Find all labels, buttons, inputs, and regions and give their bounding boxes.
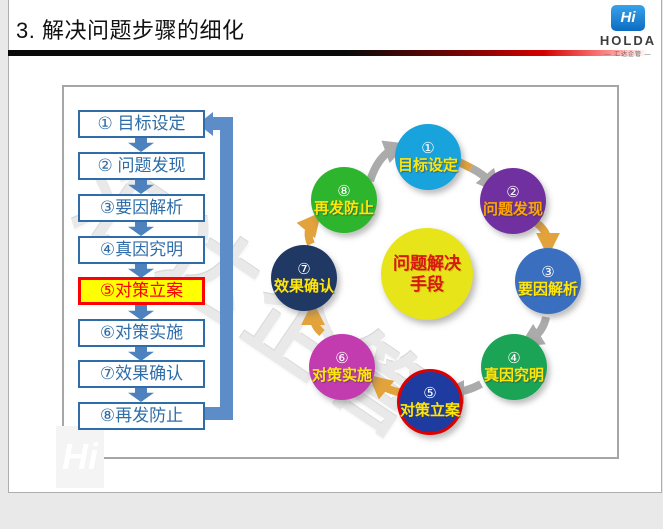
holda-logo-icon: Hi [611,5,645,31]
company-logo: Hi HOLDA — 汇达企管 — [594,5,662,58]
node-number: ⑧ [337,182,351,200]
node-number: ③ [541,263,555,281]
node-number: ④ [507,349,521,367]
corner-logo-watermark: Hi [56,426,104,488]
node-number: ⑦ [297,260,311,278]
node-label: 目标设定 [397,156,458,174]
step-box-6: ⑥对策实施 [78,319,205,347]
cycle-node-2: ② 问题发现 [480,168,546,234]
page-title: 3. 解决问题步骤的细化 [16,18,245,43]
node-number: ⑥ [335,349,349,367]
node-label: 对策立案 [400,401,461,419]
corner-logo-glyph: Hi [62,436,98,477]
step-box-5-highlighted: ⑤对策立案 [78,277,205,305]
step-box-2: ② 问题发现 [78,152,205,180]
diagram-border-frame [62,85,619,459]
cycle-node-8: ⑧ 再发防止 [311,167,377,233]
title-accent-bar [8,50,661,56]
cycle-node-3: ③ 要因解析 [515,248,581,314]
node-number: ② [506,183,520,201]
node-label: 再发防止 [313,199,374,217]
center-label-line2: 手段 [410,275,444,294]
feedback-loop-arrow [220,117,233,420]
cycle-node-5-highlighted: ⑤ 对策立案 [397,369,463,435]
step-box-4: ④真因究明 [78,236,205,264]
node-label: 真因究明 [483,366,544,384]
cycle-node-6: ⑥ 对策实施 [309,334,375,400]
step-box-8: ⑧再发防止 [78,402,205,430]
center-label-line1: 问题解决 [393,254,461,273]
logo-name: HOLDA [599,33,657,48]
cycle-center-circle: 问题解决 手段 [381,228,473,320]
feedback-loop-arrow [205,407,233,420]
cycle-node-4: ④ 真因究明 [481,334,547,400]
step-box-7: ⑦效果确认 [78,360,205,388]
node-label: 要因解析 [517,280,578,298]
step-box-1: ① 目标设定 [78,110,205,138]
feedback-loop-arrow [212,117,233,130]
step-box-3: ③要因解析 [78,194,205,222]
logo-tagline: — 汇达企管 — [604,52,652,58]
cycle-node-1: ① 目标设定 [395,124,461,190]
node-label: 问题发现 [482,200,543,218]
node-number: ① [421,139,435,157]
node-label: 效果确认 [273,277,334,295]
node-number: ⑤ [423,384,437,402]
node-label: 对策实施 [311,366,372,384]
cycle-node-7: ⑦ 效果确认 [271,245,337,311]
